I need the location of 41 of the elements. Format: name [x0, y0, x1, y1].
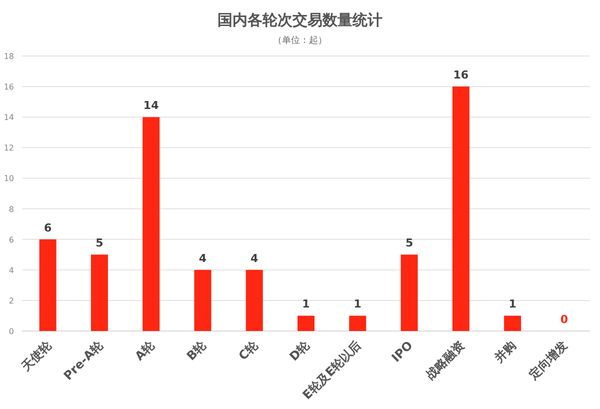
x-tick-label: 定向增发	[526, 338, 570, 383]
data-label: 1	[508, 298, 516, 311]
x-tick-label: B轮	[184, 338, 210, 364]
bar	[298, 316, 314, 331]
bar	[39, 239, 56, 331]
y-tick-label: 14	[4, 113, 14, 122]
bar	[194, 270, 212, 331]
data-label: 5	[405, 236, 414, 250]
y-tick-label: 16	[4, 82, 14, 92]
data-label: 1	[302, 298, 310, 311]
data-label: 14	[143, 99, 160, 112]
bar	[90, 254, 108, 331]
bar	[142, 117, 160, 331]
bar	[246, 270, 263, 331]
bar	[400, 254, 418, 331]
bar	[349, 316, 366, 331]
x-tick-label: 天使轮	[18, 338, 55, 374]
y-tick-label: 6	[8, 235, 14, 244]
chart-subtitle: （单位：起）	[273, 35, 327, 46]
x-tick-label: D轮	[286, 338, 313, 364]
data-label: 5	[96, 236, 104, 250]
y-tick-label: 4	[8, 266, 14, 275]
x-tick-label: 战略融资	[423, 338, 468, 382]
data-label: 4	[250, 252, 259, 265]
x-tick-label: A轮	[132, 338, 158, 364]
y-tick-label: 0	[8, 327, 14, 336]
y-tick-label: 12	[4, 144, 14, 153]
chart-title: 国内各轮次交易数量统计	[218, 11, 382, 29]
x-tick-label: 并购	[491, 338, 519, 366]
x-tick-label: C轮	[236, 338, 262, 363]
y-tick-label: 10	[4, 174, 14, 184]
y-tick-label: 18	[4, 52, 14, 61]
y-tick-label: 8	[8, 204, 14, 214]
data-label: 4	[198, 252, 207, 265]
bar	[452, 86, 470, 331]
data-label: 6	[44, 221, 52, 234]
data-label: 1	[354, 298, 362, 311]
data-label: 0	[560, 313, 568, 326]
data-label: 16	[453, 68, 469, 82]
y-tick-label: 2	[8, 296, 14, 306]
bar	[504, 316, 522, 331]
